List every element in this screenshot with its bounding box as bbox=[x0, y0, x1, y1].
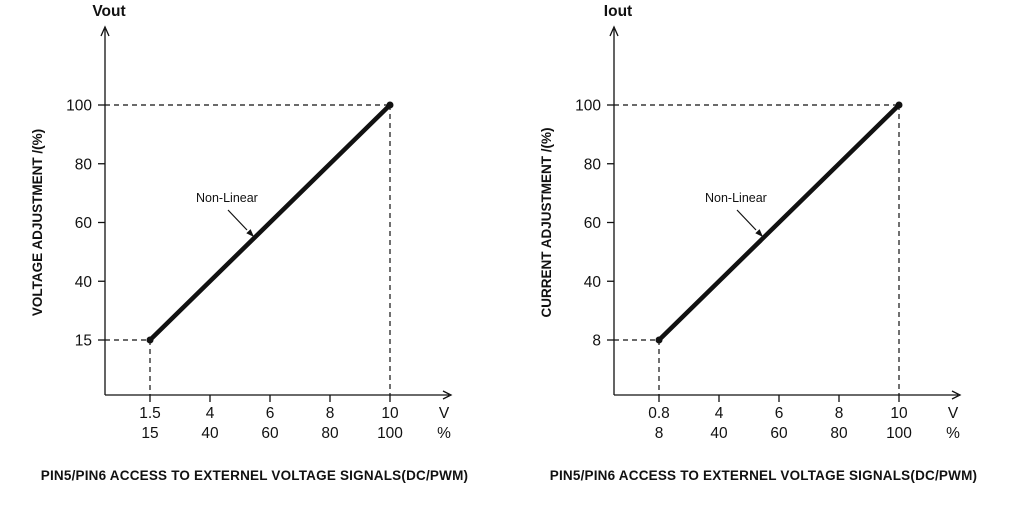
x-tick-label-percent: 80 bbox=[321, 425, 339, 442]
x-tick-label-volts: 4 bbox=[715, 405, 724, 422]
x-tick-label-volts: 10 bbox=[890, 405, 908, 422]
x-tick-label-percent: 40 bbox=[710, 425, 728, 442]
y-tick-label: 8 bbox=[592, 333, 601, 350]
x-tick-label-volts: 6 bbox=[266, 405, 275, 422]
x-tick-label-percent: 100 bbox=[377, 425, 403, 442]
x-tick-label-percent: 8 bbox=[655, 425, 664, 442]
x-tick-label-percent: 15 bbox=[141, 425, 158, 442]
current-adjustment-plot: 100 80 60 40 8 0.8 8 4 40 6 60 8 80 10 100 V% Iout CURREN… bbox=[539, 3, 962, 442]
x-tick-label-volts: 4 bbox=[206, 405, 215, 422]
x-tick-label-volts: 8 bbox=[835, 405, 844, 422]
line-endpoint-dot bbox=[655, 336, 663, 344]
y-axis-title: VOLTAGE ADJUSTMENT /(%) bbox=[30, 129, 45, 316]
top-axis-label: Vout bbox=[92, 3, 125, 20]
x-unit-percent: % bbox=[437, 425, 451, 442]
y-axis-arrow bbox=[609, 25, 619, 37]
voltage-chart-caption: PIN5/PIN6 ACCESS TO EXTERNEL VOLTAGE SIG… bbox=[40, 468, 469, 483]
x-tick-label-percent: 100 bbox=[886, 425, 912, 442]
line-endpoint-dot bbox=[146, 336, 154, 344]
y-tick-label: 60 bbox=[75, 215, 93, 232]
x-tick-label-percent: 60 bbox=[770, 425, 788, 442]
annotation-label: Non-Linear bbox=[705, 191, 767, 205]
x-unit-volts: V bbox=[439, 405, 450, 422]
x-unit-volts: V bbox=[948, 405, 959, 422]
x-tick-label-percent: 60 bbox=[261, 425, 279, 442]
top-axis-label: Iout bbox=[604, 3, 632, 20]
x-unit-percent: % bbox=[946, 425, 960, 442]
annotation-leader-line bbox=[736, 209, 757, 231]
x-tick-label-volts: 8 bbox=[326, 405, 335, 422]
voltage-adjustment-chart: 100 80 60 40 15 1.5 15 4 40 6 60 8 80 10 100 V% Vout VOLT… bbox=[30, 3, 469, 483]
line-endpoint-dot bbox=[386, 101, 394, 109]
y-tick-label: 80 bbox=[75, 156, 93, 173]
current-adjustment-chart: 100 80 60 40 8 0.8 8 4 40 6 60 8 80 10 100 V% Iout CURREN… bbox=[509, 0, 1018, 512]
adjustment-line bbox=[656, 102, 902, 343]
y-axis-title: CURRENT ADJUSTMENT /(%) bbox=[539, 128, 554, 318]
voltage-adjustment-plot: 100 80 60 40 15 1.5 15 4 40 6 60 8 80 10 100 V% Vout VOLT… bbox=[30, 3, 453, 442]
annotation-leader-line bbox=[227, 209, 248, 231]
y-tick-label: 40 bbox=[75, 274, 93, 291]
y-axis-arrow bbox=[100, 25, 110, 37]
annotation-label: Non-Linear bbox=[196, 191, 258, 205]
line-endpoint-dot bbox=[895, 101, 903, 109]
y-tick-label: 100 bbox=[66, 98, 92, 115]
x-axis-arrow bbox=[442, 390, 453, 400]
x-tick-label-volts: 10 bbox=[381, 405, 399, 422]
adjustment-line bbox=[147, 102, 393, 343]
y-tick-label: 40 bbox=[584, 274, 602, 291]
x-tick-label-volts: 0.8 bbox=[648, 405, 670, 422]
x-tick-label-percent: 40 bbox=[201, 425, 219, 442]
current-chart-caption: PIN5/PIN6 ACCESS TO EXTERNEL VOLTAGE SIG… bbox=[549, 468, 978, 483]
x-tick-label-volts: 6 bbox=[775, 405, 784, 422]
annotation-arrowhead-icon bbox=[246, 229, 254, 237]
x-tick-label-percent: 80 bbox=[830, 425, 848, 442]
x-tick-label-volts: 1.5 bbox=[139, 405, 161, 422]
y-tick-label: 100 bbox=[575, 98, 601, 115]
y-tick-label: 60 bbox=[584, 215, 602, 232]
annotation-arrowhead-icon bbox=[755, 229, 763, 237]
y-tick-label: 15 bbox=[75, 333, 92, 350]
x-axis-arrow bbox=[951, 390, 962, 400]
y-tick-label: 80 bbox=[584, 156, 602, 173]
